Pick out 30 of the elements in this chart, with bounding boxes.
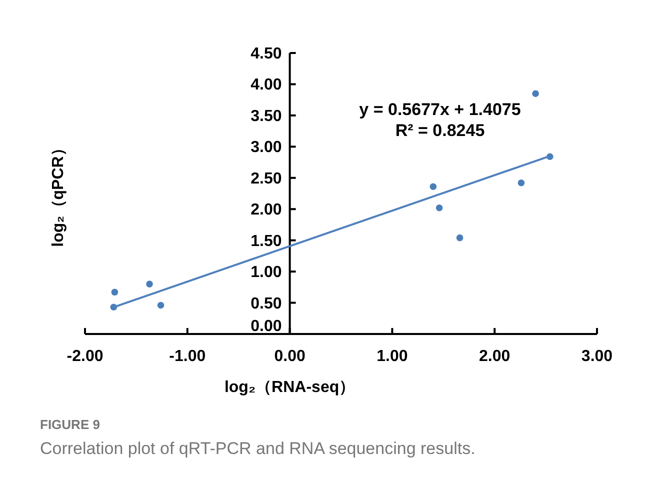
point	[436, 204, 443, 212]
point	[518, 179, 525, 186]
x-tick-label: 1.00	[376, 348, 408, 365]
point	[430, 183, 437, 190]
y-tick-label: 1.50	[250, 232, 282, 250]
x-tick-label: 0.00	[274, 348, 306, 365]
x-tick-label: -2.00	[66, 348, 104, 365]
x-tick-label: 2.00	[479, 348, 510, 365]
y-tick-label: 2.00	[250, 202, 282, 219]
x-tick-label: -1.00	[169, 348, 206, 365]
point	[456, 234, 464, 242]
point	[146, 280, 153, 288]
y-tick-label: 0.50	[250, 295, 282, 312]
y-tick-label: 0.00	[250, 318, 282, 335]
y-tick-label: 2.50	[250, 170, 282, 188]
point	[157, 302, 164, 309]
y-tick-label: 4.50	[250, 46, 282, 62]
annotation: R² = 0.8245	[395, 121, 485, 140]
y-tick-label: 4.00	[250, 76, 282, 94]
point	[111, 288, 118, 296]
y-axis-title: log₂（qPCR）	[50, 140, 67, 247]
caption: FIGURE 9	[40, 417, 100, 432]
point	[532, 90, 539, 97]
y-tick-label: 3.50	[250, 108, 282, 125]
x-tick-label: 3.00	[581, 348, 613, 365]
annotation: y = 0.5677x + 1.4075	[359, 100, 521, 119]
y-tick-label: 1.00	[250, 264, 282, 282]
y-tick-label: 3.00	[250, 139, 282, 156]
x-axis-title: log₂（RNA-seq）	[224, 379, 356, 396]
text: Correlation plot of qRT-PCR and RNA sequencing results.	[40, 439, 476, 458]
